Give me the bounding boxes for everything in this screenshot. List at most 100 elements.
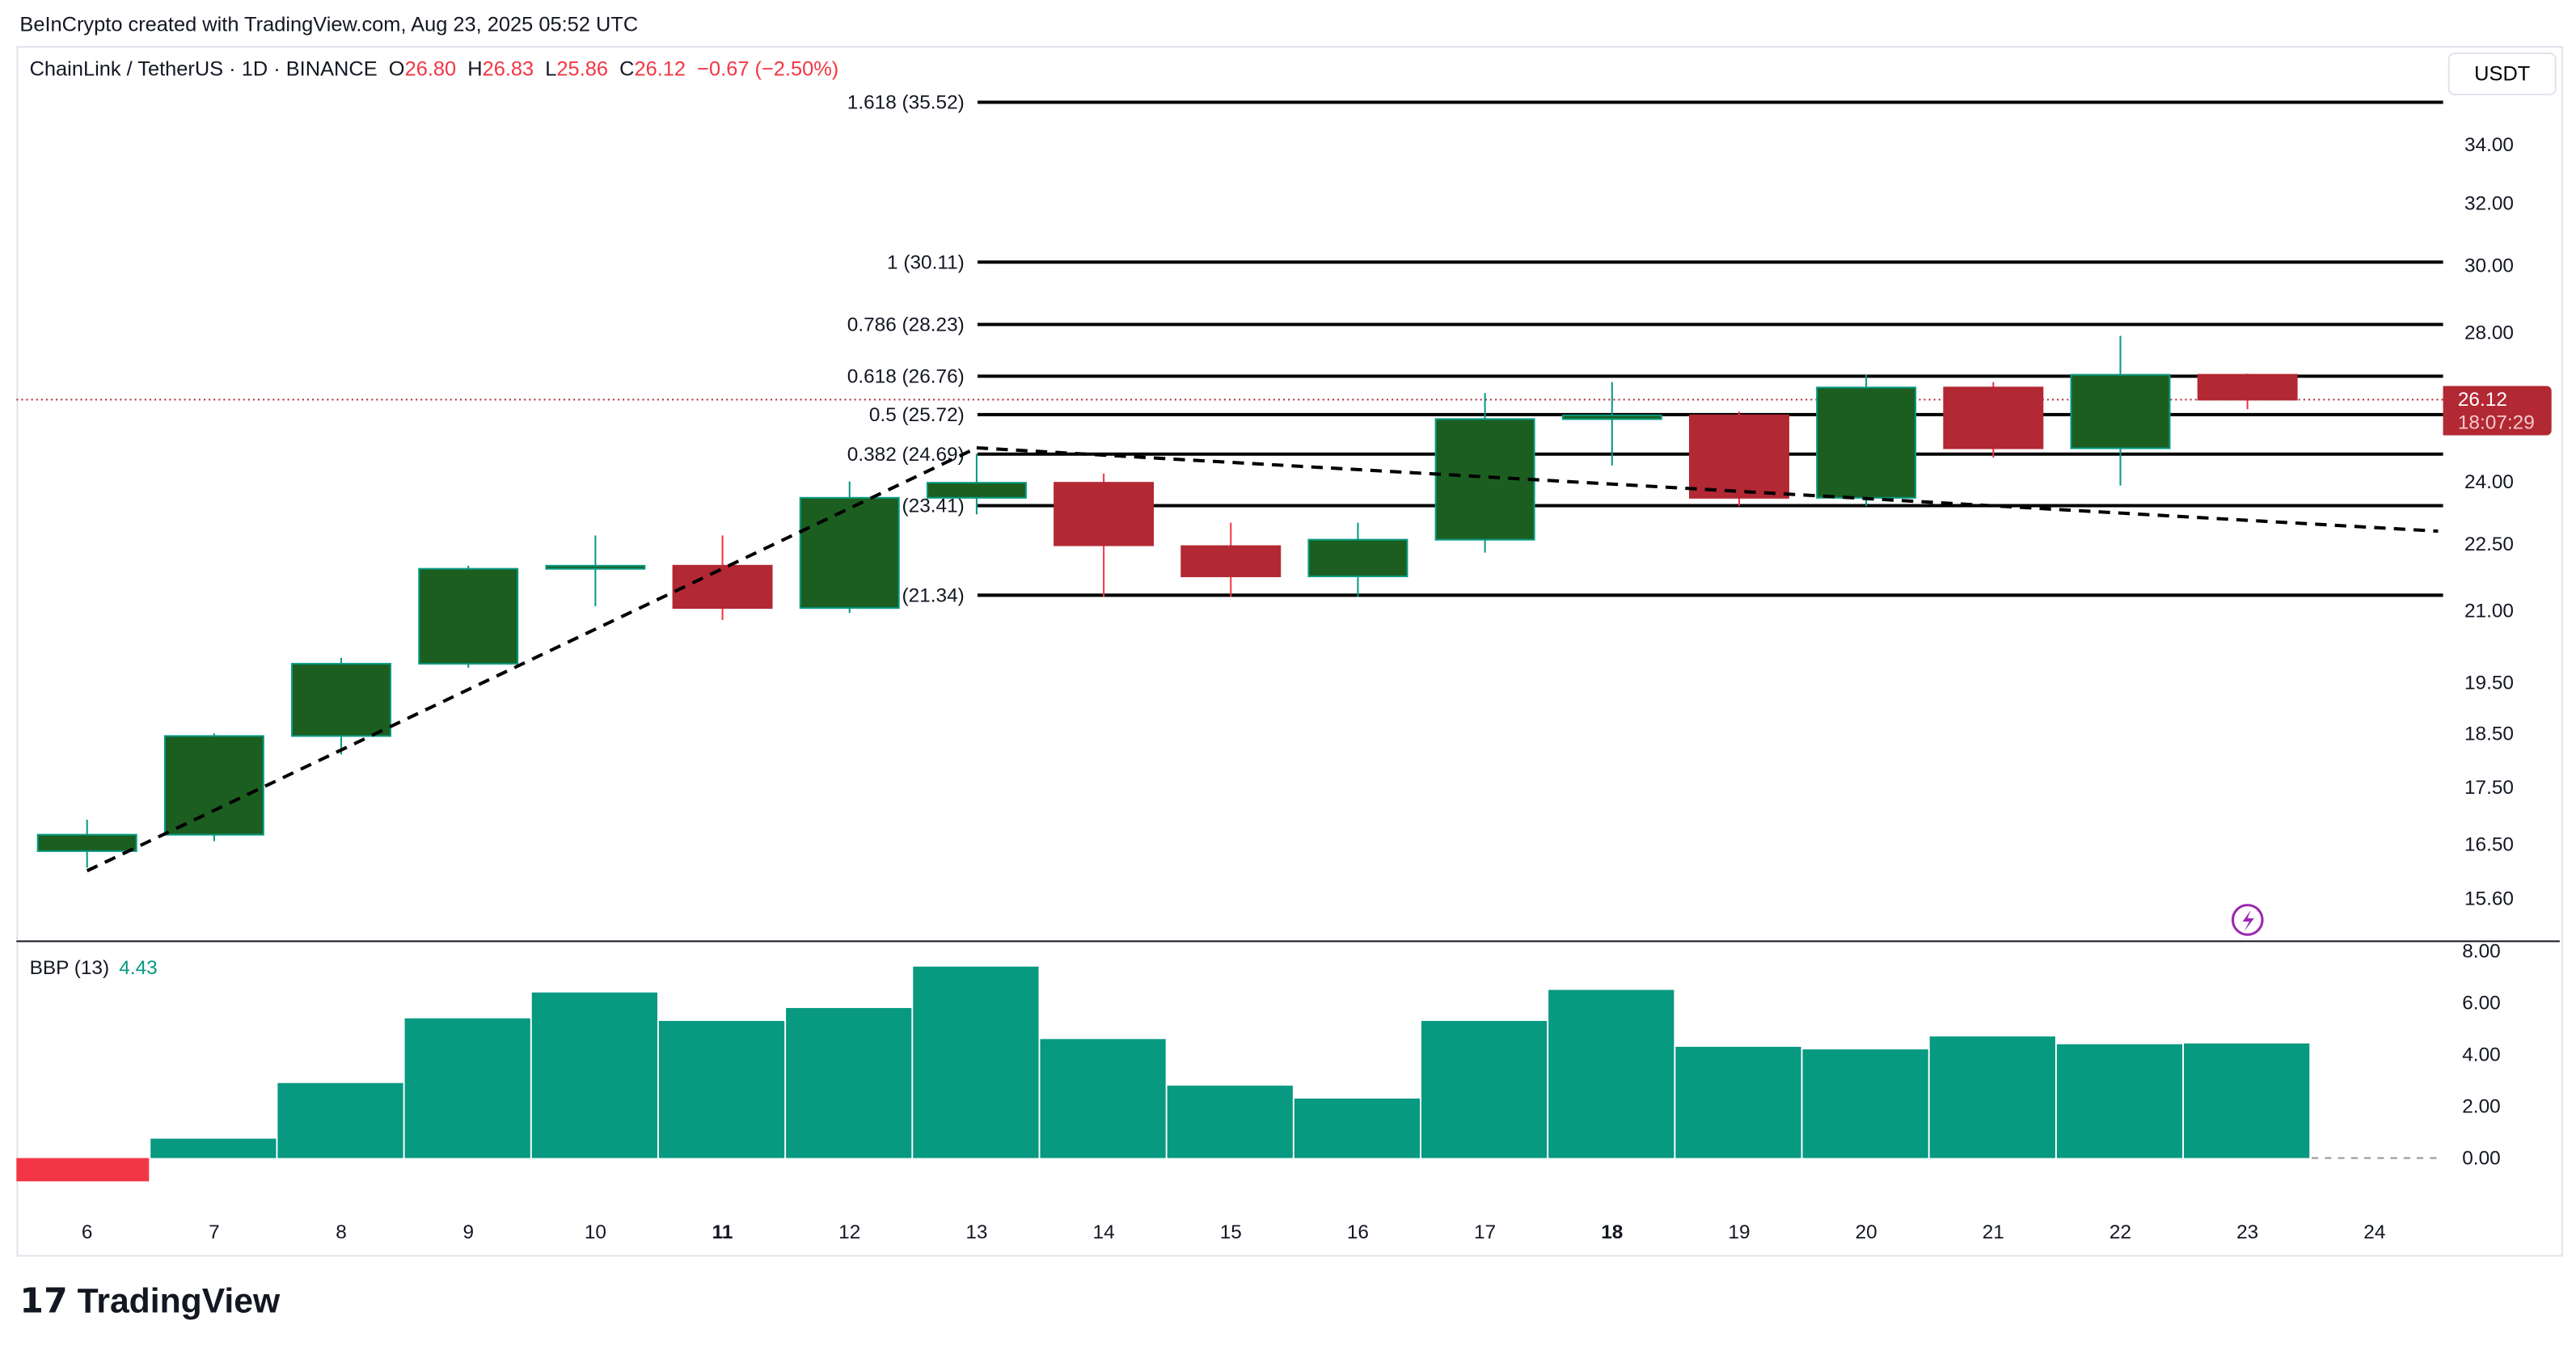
time-axis-label: 9 bbox=[462, 1221, 474, 1243]
bbp-bar bbox=[1294, 1098, 1421, 1158]
bbp-bar bbox=[786, 1007, 912, 1158]
time-axis-label: 8 bbox=[336, 1221, 347, 1243]
time-axis-label: 6 bbox=[82, 1221, 93, 1243]
bbp-bar bbox=[1675, 1046, 1801, 1158]
high-value: 26.83 bbox=[482, 57, 534, 81]
currency-button[interactable]: USDT bbox=[2447, 53, 2557, 95]
bbp-bar bbox=[1929, 1036, 2055, 1158]
bbp-axis-label: 0.00 bbox=[2462, 1148, 2500, 1170]
indicator-value: 4.43 bbox=[119, 956, 158, 980]
credit-text: BeInCrypto created with TradingView.com,… bbox=[19, 13, 639, 36]
price-axis-label: 21.00 bbox=[2464, 601, 2514, 622]
bbp-axis-label: 8.00 bbox=[2462, 941, 2500, 963]
bbp-axis-label: 6.00 bbox=[2462, 993, 2500, 1015]
time-axis-label: 12 bbox=[838, 1221, 860, 1243]
bbp-bar bbox=[913, 966, 1039, 1158]
tv-logo-icon: 𝟭𝟳 bbox=[19, 1282, 78, 1321]
trend-line bbox=[86, 446, 978, 873]
bbp-bar bbox=[1802, 1049, 1928, 1158]
indicator-name: BBP (13) bbox=[29, 956, 110, 980]
open-value: 26.80 bbox=[404, 57, 457, 81]
candle-body bbox=[2070, 373, 2171, 449]
indicator-legend: BBP (13) 4.43 bbox=[30, 956, 158, 979]
low-label: L bbox=[545, 57, 557, 81]
last-price: 26.12 bbox=[2457, 387, 2507, 411]
time-axis-label: 20 bbox=[1856, 1221, 1877, 1243]
symbol-name: ChainLink / TetherUS · 1D · BINANCE bbox=[29, 57, 378, 81]
time-axis-label: 11 bbox=[712, 1221, 733, 1243]
price-axis-label: 15.60 bbox=[2464, 888, 2514, 909]
bbp-bar bbox=[531, 992, 658, 1158]
bbp-bar bbox=[1167, 1085, 1293, 1158]
candle-body bbox=[1180, 545, 1282, 577]
candle-body bbox=[36, 833, 137, 852]
bbp-bar bbox=[2184, 1043, 2310, 1158]
candle-body bbox=[1688, 414, 1789, 499]
price-axis-label: 24.00 bbox=[2464, 471, 2514, 493]
bbp-bar bbox=[2056, 1044, 2183, 1158]
bbp-bar bbox=[16, 1158, 150, 1182]
price-axis-label: 30.00 bbox=[2464, 255, 2514, 277]
bbp-bar bbox=[404, 1018, 530, 1158]
time-axis-label: 19 bbox=[1728, 1221, 1750, 1243]
fib-level-label: 0.5 (25.72) bbox=[869, 404, 965, 426]
bar-countdown: 18:07:29 bbox=[2457, 411, 2535, 434]
time-axis-label: 21 bbox=[1983, 1221, 2004, 1243]
time-axis-label: 17 bbox=[1474, 1221, 1496, 1243]
low-value: 25.86 bbox=[556, 57, 608, 81]
fib-level-label: 0.786 (28.23) bbox=[847, 314, 965, 336]
bbp-bar bbox=[1548, 989, 1674, 1158]
bbp-bar bbox=[1421, 1020, 1548, 1158]
time-axis-label: 18 bbox=[1601, 1221, 1623, 1243]
candle-body bbox=[672, 564, 773, 610]
price-axis-label: 16.50 bbox=[2464, 833, 2514, 855]
candle-body bbox=[418, 567, 519, 665]
bbp-axis-label: 2.00 bbox=[2462, 1096, 2500, 1118]
candle-body bbox=[926, 482, 1027, 499]
time-axis-label: 10 bbox=[585, 1221, 606, 1243]
fib-level-label: 0.618 (26.76) bbox=[847, 366, 965, 388]
price-axis-label: 32.00 bbox=[2464, 193, 2514, 215]
bbp-bar bbox=[658, 1020, 785, 1158]
change-value: −0.67 (−2.50%) bbox=[697, 57, 839, 81]
price-axis-label: 17.50 bbox=[2464, 777, 2514, 799]
close-value: 26.12 bbox=[634, 57, 686, 81]
price-axis-label: 18.50 bbox=[2464, 723, 2514, 745]
last-price-tag: 26.12 18:07:29 bbox=[2443, 386, 2552, 436]
price-axis-label: 28.00 bbox=[2464, 322, 2514, 344]
price-axis-label: 34.00 bbox=[2464, 134, 2514, 156]
time-axis-label: 23 bbox=[2236, 1221, 2258, 1243]
time-axis-label: 15 bbox=[1220, 1221, 1242, 1243]
bbp-bar bbox=[150, 1138, 277, 1158]
time-axis-label: 24 bbox=[2363, 1221, 2385, 1243]
time-axis-label: 16 bbox=[1347, 1221, 1369, 1243]
chart-frame bbox=[16, 45, 2563, 1257]
candle-body bbox=[545, 564, 646, 570]
lightning-icon bbox=[2231, 904, 2264, 936]
tradingview-logo[interactable]: 𝟭𝟳 TradingView bbox=[19, 1281, 280, 1323]
trend-line bbox=[976, 446, 2439, 534]
candle-body bbox=[1307, 538, 1408, 577]
candle-body bbox=[1054, 482, 1155, 546]
symbol-legend: ChainLink / TetherUS · 1D · BINANCE O26.… bbox=[30, 57, 839, 80]
candle-body bbox=[2197, 373, 2298, 401]
time-axis-label: 14 bbox=[1093, 1221, 1115, 1243]
close-label: C bbox=[619, 57, 635, 81]
price-axis-label: 19.50 bbox=[2464, 672, 2514, 694]
time-axis-label: 7 bbox=[209, 1221, 220, 1243]
time-axis-label: 22 bbox=[2109, 1221, 2131, 1243]
open-label: O bbox=[388, 57, 405, 81]
bbp-axis-label: 4.00 bbox=[2462, 1044, 2500, 1066]
high-label: H bbox=[467, 57, 483, 81]
candle-body bbox=[1816, 386, 1917, 499]
price-axis-label: 22.50 bbox=[2464, 534, 2514, 555]
bbp-bar bbox=[277, 1082, 403, 1158]
candle-body bbox=[799, 496, 900, 610]
bbp-bar bbox=[1040, 1039, 1166, 1158]
candle-body bbox=[1561, 414, 1662, 420]
logo-text: TradingView bbox=[77, 1282, 281, 1321]
fib-level-label: 1.618 (35.52) bbox=[847, 92, 965, 114]
candle-body bbox=[163, 735, 264, 836]
